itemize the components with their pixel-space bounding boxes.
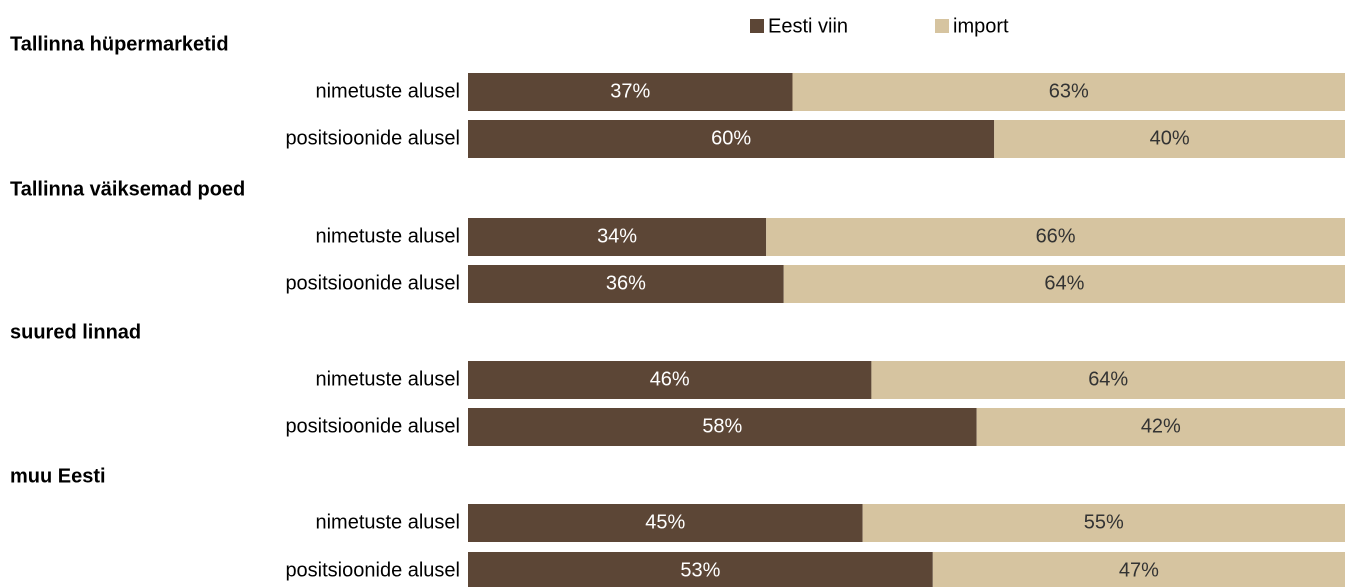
bar-segment: [976, 408, 1345, 446]
value-label: 36%: [606, 272, 646, 294]
bar-segment: [862, 504, 1345, 542]
bar-segment: [792, 73, 1345, 111]
value-label: 64%: [1088, 368, 1128, 390]
value-label: 53%: [680, 559, 720, 581]
bar-segment: [932, 552, 1345, 587]
value-label: 46%: [650, 368, 690, 390]
legend-swatch: [935, 19, 949, 33]
group-label: Tallinna hüpermarketid: [10, 33, 229, 55]
bar-segment: [766, 218, 1345, 256]
value-label: 45%: [645, 511, 685, 533]
bar-segment: [468, 552, 933, 587]
group-label: suured linnad: [10, 321, 141, 343]
category-label: nimetuste alusel: [315, 368, 460, 390]
bar-segment: [871, 361, 1345, 399]
category-label: positsioonide alusel: [285, 127, 460, 149]
value-label: 40%: [1150, 127, 1190, 149]
legend-label: import: [953, 15, 1009, 37]
value-label: 58%: [702, 415, 742, 437]
bar-segment: [468, 504, 863, 542]
value-label: 42%: [1141, 415, 1181, 437]
category-label: positsioonide alusel: [285, 559, 460, 581]
category-label: nimetuste alusel: [315, 80, 460, 102]
value-label: 64%: [1044, 272, 1084, 294]
bar-segment: [468, 361, 872, 399]
bar-segment: [468, 73, 793, 111]
bars: [468, 73, 1345, 587]
bar-segment: [783, 265, 1345, 303]
value-label: 37%: [610, 80, 650, 102]
value-label: 47%: [1119, 559, 1159, 581]
category-label: nimetuste alusel: [315, 225, 460, 247]
value-label: 34%: [597, 225, 637, 247]
category-label: positsioonide alusel: [285, 415, 460, 437]
category-label: nimetuste alusel: [315, 511, 460, 533]
value-label: 63%: [1049, 80, 1089, 102]
bar-segment: [468, 408, 977, 446]
value-label: 55%: [1084, 511, 1124, 533]
bar-segment: [468, 218, 767, 256]
category-label: positsioonide alusel: [285, 272, 460, 294]
value-label: 66%: [1036, 225, 1076, 247]
value-label: 60%: [711, 127, 751, 149]
bar-segment: [994, 120, 1345, 158]
group-label: muu Eesti: [10, 465, 106, 487]
bar-segment: [468, 265, 784, 303]
legend-label: Eesti viin: [768, 15, 848, 37]
bar-segment: [468, 120, 995, 158]
legend-swatch: [750, 19, 764, 33]
group-label: Tallinna väiksemad poed: [10, 178, 245, 200]
